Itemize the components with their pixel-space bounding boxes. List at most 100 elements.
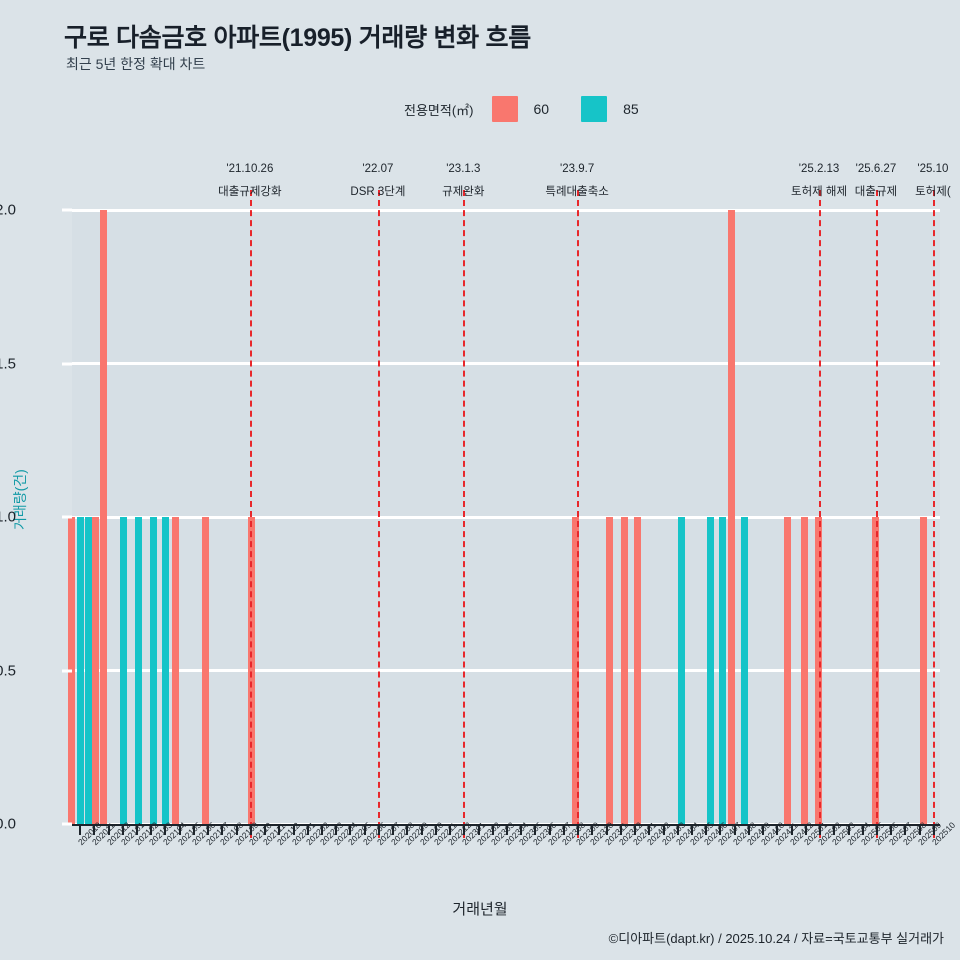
x-axis-title: 거래년월 [452, 901, 508, 918]
x-tick-mark [591, 824, 594, 835]
y-tick-mark [62, 362, 72, 365]
x-tick-mark [136, 824, 139, 835]
bar[interactable] [815, 517, 822, 824]
y-tick-label: 1.5 [0, 355, 16, 372]
event-date: '25.10 [917, 163, 949, 175]
legend-title: 전용면적(㎡) [404, 102, 474, 118]
gridline [72, 362, 940, 365]
x-tick-mark [534, 824, 537, 835]
chart-title: 구로 다솜금호 아파트(1995) 거래량 변화 흐름 [64, 24, 531, 52]
legend-swatch-85 [581, 96, 608, 122]
y-tick-label: 0.5 [0, 662, 16, 679]
event-date: '21.10.26 [226, 163, 274, 175]
bar[interactable] [120, 517, 127, 824]
bar[interactable] [801, 517, 808, 824]
x-tick-mark [463, 824, 466, 835]
x-tick-mark [121, 824, 124, 835]
event-name: 대출규제 [854, 186, 898, 198]
x-tick-mark [819, 824, 822, 835]
x-tick-mark [634, 824, 637, 835]
event-name: 토허제 해제 [790, 186, 848, 198]
bar[interactable] [135, 517, 142, 824]
x-tick-mark [349, 824, 352, 835]
event-name: 규제완화 [442, 186, 485, 198]
x-tick-mark [548, 824, 551, 835]
x-tick-mark [690, 824, 693, 835]
x-tick-mark [306, 824, 309, 835]
x-tick-mark [619, 824, 622, 835]
plot-area [68, 208, 940, 826]
bar[interactable] [741, 517, 748, 824]
event-line [875, 190, 878, 838]
y-tick-mark [62, 822, 72, 826]
bar[interactable] [100, 210, 107, 824]
bar[interactable] [784, 517, 791, 824]
x-tick-mark [477, 824, 480, 835]
bar[interactable] [85, 517, 92, 824]
x-tick-mark [164, 824, 167, 835]
x-tick-mark [249, 824, 252, 835]
x-tick-mark [875, 824, 878, 835]
bar[interactable] [719, 517, 726, 824]
legend-item-60[interactable]: 60 [491, 96, 582, 122]
x-tick-mark [904, 824, 907, 835]
x-tick-mark [506, 824, 508, 835]
bar[interactable] [920, 517, 927, 824]
x-tick-mark [335, 824, 338, 835]
event-line [932, 190, 935, 838]
x-tick-mark [150, 824, 153, 835]
x-tick-mark [804, 824, 807, 835]
event-line [249, 190, 252, 838]
bar[interactable] [621, 517, 628, 824]
bar[interactable] [77, 517, 84, 824]
x-tick-mark [449, 824, 452, 835]
bar[interactable] [202, 517, 209, 824]
event-date: '25.6.27 [855, 163, 897, 175]
event-date: '23.9.7 [560, 163, 595, 175]
x-tick-mark [420, 824, 423, 835]
y-tick-label: 2.0 [0, 201, 16, 219]
x-tick-mark [292, 824, 295, 835]
y-tick-label: 0.0 [0, 815, 16, 833]
x-tick-mark [790, 824, 793, 835]
x-tick-mark [377, 824, 380, 835]
x-tick-mark [278, 824, 281, 835]
legend: 전용면적(㎡) 60 85 [404, 96, 671, 122]
bar[interactable] [707, 517, 714, 824]
bar[interactable] [606, 517, 613, 824]
event-line [377, 190, 380, 838]
x-tick-mark [406, 824, 409, 835]
x-tick-mark [932, 824, 935, 835]
x-tick-mark [762, 824, 765, 835]
x-tick-mark [207, 824, 210, 835]
x-tick-mark [491, 824, 494, 835]
x-tick-mark [321, 824, 324, 835]
legend-item-85[interactable]: 85 [581, 96, 671, 122]
bar[interactable] [634, 517, 641, 824]
chart-subtitle: 최근 5년 한정 확대 차트 [66, 56, 206, 72]
x-tick-mark [79, 824, 82, 835]
legend-label-60: 60 [533, 101, 550, 117]
x-tick-mark [520, 824, 523, 835]
bar[interactable] [678, 517, 685, 824]
bar[interactable] [162, 517, 169, 824]
event-name: 토허제( [915, 186, 951, 198]
event-line [463, 190, 466, 838]
footer-credit: ©디아파트(dapt.kr) / 2025.10.24 / 자료=국토교통부 실… [608, 931, 944, 946]
y-tick-mark [62, 208, 72, 212]
event-name: DSR 3단계 [350, 186, 406, 198]
x-tick-mark [747, 824, 750, 835]
x-tick-mark [392, 824, 395, 835]
bar[interactable] [728, 210, 735, 824]
bar[interactable] [872, 517, 879, 824]
bar[interactable] [172, 517, 179, 824]
x-tick-mark [662, 824, 665, 835]
event-line [819, 190, 822, 838]
x-tick-mark [577, 824, 580, 835]
event-date: '22.07 [362, 163, 394, 175]
x-tick-mark [648, 824, 651, 835]
bar[interactable] [150, 517, 157, 824]
bar[interactable] [92, 517, 99, 824]
bar[interactable] [572, 517, 579, 824]
x-tick-mark [733, 824, 736, 835]
